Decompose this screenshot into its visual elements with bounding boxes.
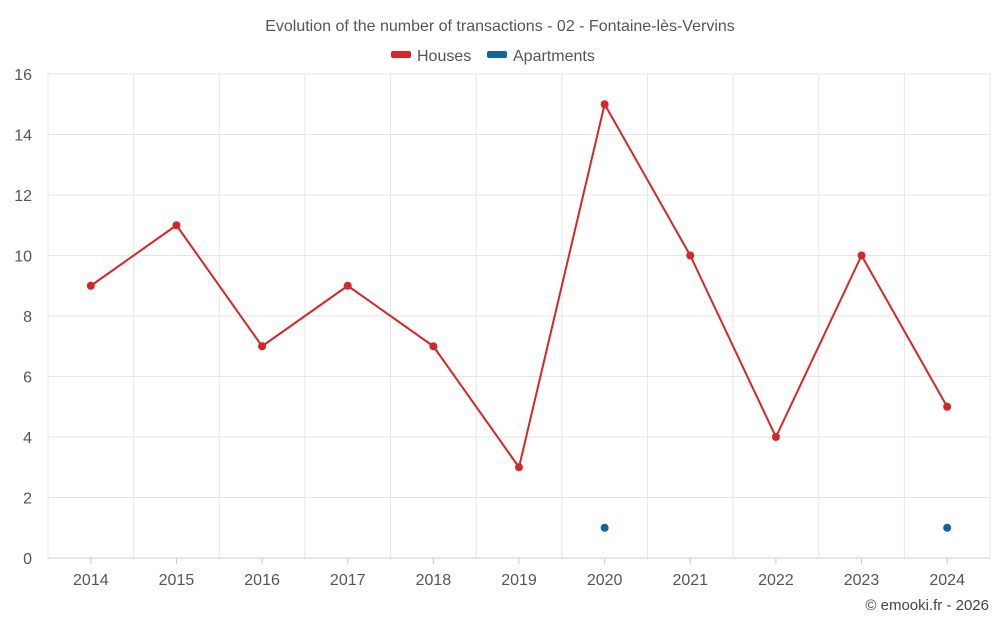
x-tick-label: 2023: [844, 572, 880, 589]
y-tick-label: 16: [14, 67, 32, 84]
data-point-houses[interactable]: Houses 2019: 3: [515, 463, 523, 472]
y-tick-label: 8: [23, 309, 32, 326]
x-tick-label: 2016: [244, 572, 280, 589]
y-tick-label: 12: [14, 188, 32, 205]
legend-swatch-apartments: [487, 51, 507, 58]
grid: [47, 73, 991, 559]
series-layer: Houses 2014: 9 Houses 2015: 11 Houses 2016…: [86, 100, 952, 532]
data-point-houses[interactable]: Houses 2021: 10: [686, 251, 695, 260]
data-point-houses[interactable]: Houses 2022: 4: [771, 433, 780, 441]
x-axis: 2014 2015 2016 2017 2018 2019 2020 2021 2022 2023…: [48, 557, 990, 589]
y-tick-label: 10: [14, 249, 32, 266]
data-point-apartments[interactable]: Apartments 2024: 1: [943, 523, 952, 532]
x-tick-label: 2024: [929, 572, 965, 589]
series-apartments: Apartments 2020: 1 Apartments 2024: 1: [600, 523, 952, 532]
x-tick-label: 2014: [73, 572, 109, 589]
x-tick-label: 2015: [159, 572, 195, 589]
chart-title: Evolution of the number of transactions …: [265, 18, 735, 35]
x-tick-label: 2018: [416, 572, 452, 589]
y-tick-label: 2: [23, 491, 32, 508]
y-tick-label: 14: [14, 128, 32, 145]
x-tick-label: 2020: [587, 572, 623, 589]
y-tick-label: 4: [23, 430, 32, 447]
legend-label-houses[interactable]: Houses: [417, 48, 471, 65]
data-point-houses[interactable]: Houses 2014: 9: [86, 281, 95, 290]
data-point-houses[interactable]: Houses 2017: 9: [343, 281, 352, 290]
x-tick-label: 2022: [758, 572, 794, 589]
legend-swatch-houses: [391, 51, 411, 58]
y-tick-label: 0: [23, 551, 32, 568]
credit-text: © emooki.fr - 2026: [865, 597, 989, 614]
data-point-houses[interactable]: Houses 2020: 15: [600, 100, 609, 109]
legend: Houses Apartments: [391, 48, 595, 65]
data-point-houses[interactable]: Houses 2018: 7: [429, 342, 438, 351]
data-point-houses[interactable]: Houses 2015: 11: [172, 221, 181, 230]
data-point-houses[interactable]: Houses 2016: 7: [258, 342, 267, 351]
data-point-houses[interactable]: Houses 2024: 5: [943, 402, 952, 411]
y-axis: 0 2 4 6 8 10 12 14 16: [14, 67, 32, 568]
x-tick-label: 2021: [672, 572, 708, 589]
legend-label-apartments[interactable]: Apartments: [513, 48, 595, 65]
x-tick-label: 2019: [501, 572, 537, 589]
data-point-houses[interactable]: Houses 2023: 10: [857, 251, 866, 260]
y-tick-label: 6: [23, 370, 32, 387]
x-tick-label: 2017: [330, 572, 366, 589]
data-point-apartments[interactable]: Apartments 2020: 1: [600, 523, 609, 532]
series-houses: Houses 2014: 9 Houses 2015: 11 Houses 2016…: [86, 100, 952, 472]
